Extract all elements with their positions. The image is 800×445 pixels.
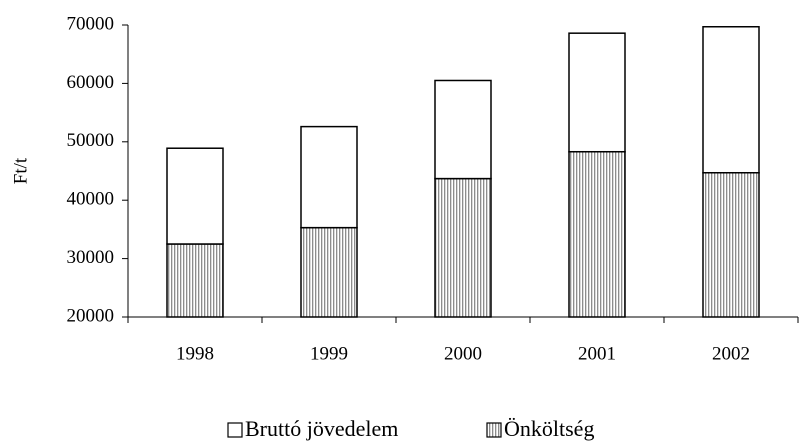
y-tick-label: 20000 [67, 305, 115, 326]
y-axis-label: Ft/t [10, 157, 31, 184]
y-tick-label: 70000 [67, 13, 115, 34]
bar-segment [434, 177, 492, 318]
bar-segment [434, 79, 492, 180]
x-tick-label: 2002 [712, 343, 750, 364]
legend-swatch [227, 422, 243, 438]
legend-label: Önköltség [504, 416, 594, 441]
bar-segment [702, 26, 760, 174]
bar-segment [568, 32, 626, 153]
x-tick-label: 1999 [310, 343, 348, 364]
x-tick-label: 2001 [578, 343, 616, 364]
bar-segment [166, 243, 224, 318]
bar-segment [702, 172, 760, 318]
bar-segment [300, 226, 358, 318]
bar-segment [568, 150, 626, 318]
y-tick-label: 60000 [67, 72, 115, 93]
legend-label: Bruttó jövedelem [245, 416, 398, 441]
x-tick-label: 1998 [176, 343, 214, 364]
y-tick-label: 40000 [67, 189, 115, 210]
bar-segment [166, 147, 224, 245]
legend-swatch [486, 422, 502, 438]
x-tick-label: 2000 [444, 343, 482, 364]
y-tick-label: 30000 [67, 247, 115, 268]
y-tick-label: 50000 [67, 130, 115, 151]
bar-segment [300, 125, 358, 229]
